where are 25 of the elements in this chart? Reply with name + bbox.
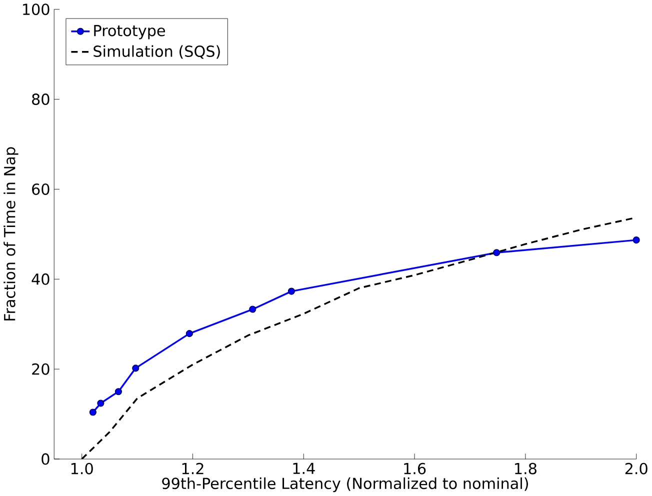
x-tick-label: 1.6: [404, 463, 426, 474]
point: [97, 400, 104, 407]
x-axis-title: 99th-Percentile Latency (Normalized to nominal): [162, 478, 528, 492]
y-tick-label: 0: [42, 453, 50, 465]
point: [114, 388, 122, 396]
x-tick-label: 1.4: [293, 463, 315, 474]
y-tick-label: 20: [32, 364, 50, 375]
y-axis-title: Fraction of Time in Nap: [4, 147, 18, 321]
y-tick-label: 40: [32, 274, 50, 286]
x-tick-label: 1.0: [71, 463, 93, 474]
point: [493, 249, 500, 256]
x-tick-label: 1.8: [515, 463, 536, 474]
y-tick-label: 80: [32, 94, 50, 106]
y-tick-label: 60: [32, 184, 50, 196]
y-tick-label: 100: [23, 4, 50, 16]
x-tick-label: 2.0: [625, 463, 648, 474]
legend-label: Prototype: [94, 25, 165, 40]
x-tick-label: 1.2: [182, 463, 204, 474]
point: [288, 288, 295, 295]
legend-label: Simulation (SQS): [94, 45, 220, 59]
point: [89, 408, 96, 416]
point: [132, 364, 140, 372]
point: [186, 330, 193, 338]
point: [632, 236, 640, 244]
point: [249, 306, 256, 313]
